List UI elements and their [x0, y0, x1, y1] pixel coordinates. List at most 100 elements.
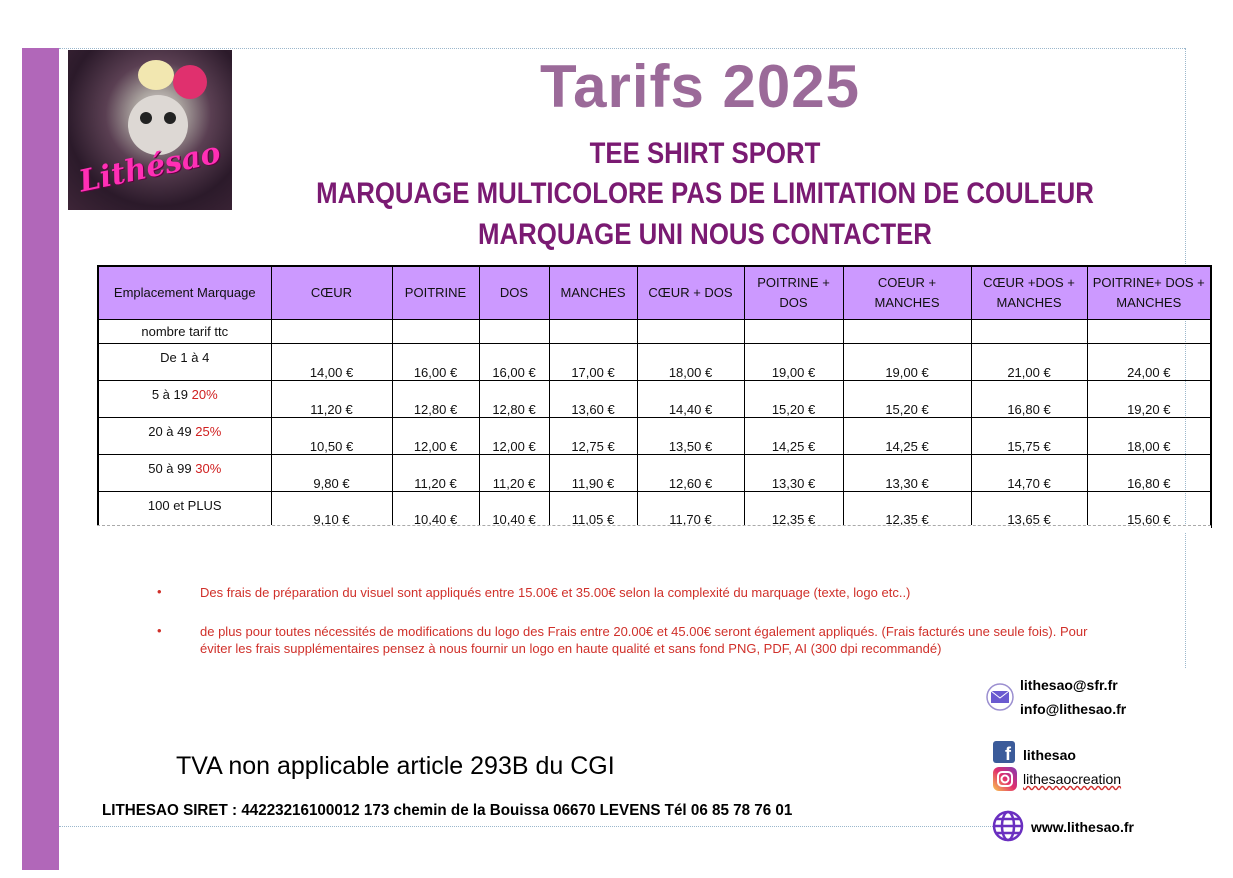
column-header: POITRINE + DOS	[743, 265, 844, 320]
price-cell: 19,20 €	[1086, 379, 1212, 418]
price-cell: 12,60 €	[636, 453, 745, 492]
globe-icon	[992, 810, 1024, 842]
discount-label: 20%	[191, 386, 218, 402]
email-link[interactable]: lithesao@sfr.fr	[1020, 677, 1118, 693]
table-row: 50 à 99 30% 9,80 €11,20 €11,20 €11,90 €12…	[97, 453, 1212, 492]
note: de plus pour toutes nécessités de modifi…	[200, 624, 1088, 656]
quantity-cell: 100 et PLUS	[97, 490, 272, 528]
price-cell: 14,25 €	[743, 416, 844, 455]
quantity-label: 100 et PLUS	[147, 497, 222, 513]
price-cell: 9,10 €	[270, 490, 393, 528]
column-header: COEUR + MANCHES	[842, 265, 972, 320]
page-title: Tarifs 2025	[539, 53, 861, 120]
quantity-cell: 5 à 19 20%	[97, 379, 272, 418]
price-cell: 10,40 €	[478, 490, 550, 528]
column-header: DOS	[478, 265, 550, 320]
price-cell: 12,00 €	[391, 416, 480, 455]
subheader-row: nombre tarif ttc	[97, 318, 1212, 344]
quantity-cell: De 1 à 4	[97, 342, 272, 381]
quantity-label: 5 à 19	[151, 386, 188, 402]
price-cell: 10,40 €	[391, 490, 480, 528]
price-cell: 19,00 €	[842, 342, 972, 381]
price-cell: 12,75 €	[548, 416, 638, 455]
price-cell: 11,20 €	[391, 453, 480, 492]
discount-label: 30%	[195, 460, 222, 476]
price-cell: 16,00 €	[478, 342, 550, 381]
instagram-icon	[993, 767, 1017, 791]
price-cell: 12,35 €	[842, 490, 972, 528]
column-header: POITRINE	[391, 265, 480, 320]
table-cut-line	[97, 525, 1211, 533]
quantity-cell: 20 à 49 25%	[97, 416, 272, 455]
price-cell: 15,60 €	[1086, 490, 1212, 528]
subtitle: MARQUAGE UNI NOUS CONTACTER	[478, 218, 932, 251]
price-cell: 18,00 €	[1086, 416, 1212, 455]
bullet-icon: •	[157, 623, 162, 638]
column-header: Emplacement Marquage	[97, 265, 272, 320]
subheader-label: nombre tarif ttc	[97, 318, 272, 344]
price-cell: 11,90 €	[548, 453, 638, 492]
price-cell: 11,20 €	[270, 379, 393, 418]
column-header: MANCHES	[548, 265, 638, 320]
website-link[interactable]: www.lithesao.fr	[1031, 819, 1134, 835]
price-cell: 18,00 €	[636, 342, 745, 381]
price-cell: 13,65 €	[970, 490, 1088, 528]
price-cell: 24,00 €	[1086, 342, 1212, 381]
column-header: CŒUR +DOS + MANCHES	[970, 265, 1088, 320]
discount-label: 25%	[195, 423, 222, 439]
table-row: 20 à 49 25% 10,50 €12,00 €12,00 €12,75 €1…	[97, 416, 1212, 455]
price-cell: 19,00 €	[743, 342, 844, 381]
facebook-icon: f	[993, 741, 1015, 764]
sidebar-band	[22, 48, 59, 870]
quantity-label: De 1 à 4	[160, 349, 210, 365]
email-link[interactable]: info@lithesao.fr	[1020, 701, 1127, 717]
price-cell: 17,00 €	[548, 342, 638, 381]
guide-line	[59, 826, 999, 827]
quantity-label: 20 à 49	[148, 423, 192, 439]
column-header: CŒUR	[270, 265, 393, 320]
price-cell: 16,80 €	[970, 379, 1088, 418]
instagram-link[interactable]: lithesaocreation	[1023, 771, 1122, 787]
price-cell: 11,70 €	[636, 490, 745, 528]
price-cell: 16,00 €	[391, 342, 480, 381]
price-cell: 12,35 €	[743, 490, 844, 528]
price-cell: 12,80 €	[478, 379, 550, 418]
price-cell: 13,30 €	[842, 453, 972, 492]
subtitle: MARQUAGE MULTICOLORE PAS DE LIMITATION D…	[316, 177, 1094, 210]
price-cell: 14,70 €	[970, 453, 1088, 492]
tva-notice: TVA non applicable article 293B du CGI	[176, 752, 615, 780]
column-header: POITRINE+ DOS + MANCHES	[1086, 265, 1212, 320]
quantity-label: 50 à 99	[148, 460, 192, 476]
note: Des frais de préparation du visuel sont …	[200, 585, 911, 600]
table-row: 5 à 19 20% 11,20 €12,80 €12,80 €13,60 €14…	[97, 379, 1212, 418]
quantity-cell: 50 à 99 30%	[97, 453, 272, 492]
price-cell: 14,40 €	[636, 379, 745, 418]
price-cell: 12,80 €	[391, 379, 480, 418]
company-info: LITHESAO SIRET : 44223216100012 173 chem…	[102, 802, 793, 819]
table-row: De 1 à 4 14,00 €16,00 €16,00 €17,00 €18,0…	[97, 342, 1212, 381]
table-header-row: Emplacement Marquage CŒUR POITRINE DOS M…	[97, 265, 1212, 320]
price-cell: 21,00 €	[970, 342, 1088, 381]
price-cell: 13,30 €	[743, 453, 844, 492]
price-cell: 11,20 €	[478, 453, 550, 492]
column-header: CŒUR + DOS	[636, 265, 745, 320]
price-cell: 15,75 €	[970, 416, 1088, 455]
subtitle: TEE SHIRT SPORT	[589, 137, 821, 170]
price-table: Emplacement Marquage CŒUR POITRINE DOS M…	[97, 265, 1212, 528]
table-row: 100 et PLUS 9,10 €10,40 €10,40 €11,05 €11…	[97, 490, 1212, 528]
price-cell: 14,25 €	[842, 416, 972, 455]
email-icon	[986, 683, 1014, 711]
price-cell: 11,05 €	[548, 490, 638, 528]
price-cell: 15,20 €	[743, 379, 844, 418]
price-cell: 15,20 €	[842, 379, 972, 418]
price-cell: 13,60 €	[548, 379, 638, 418]
price-cell: 9,80 €	[270, 453, 393, 492]
price-cell: 13,50 €	[636, 416, 745, 455]
price-cell: 16,80 €	[1086, 453, 1212, 492]
facebook-link[interactable]: lithesao	[1023, 747, 1076, 763]
price-cell: 12,00 €	[478, 416, 550, 455]
logo: Lithésao	[68, 50, 232, 210]
guide-line	[59, 48, 1185, 49]
bullet-icon: •	[157, 584, 162, 599]
price-cell: 14,00 €	[270, 342, 393, 381]
